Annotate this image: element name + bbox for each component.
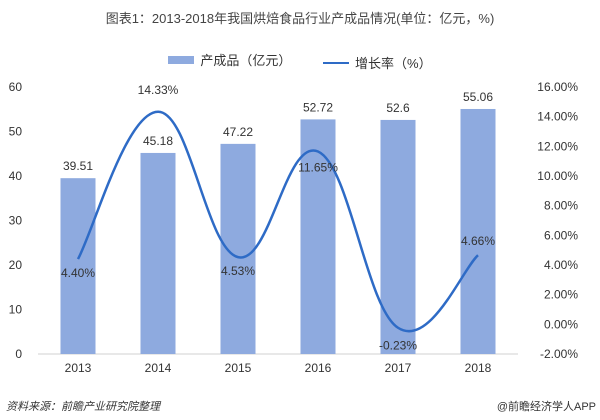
left-tick-label: 20 xyxy=(9,258,23,272)
bar xyxy=(140,152,176,354)
growth-line xyxy=(76,110,479,333)
bar-value-label: 39.51 xyxy=(63,159,93,173)
bar-value-label: 55.06 xyxy=(463,90,493,104)
right-tick-label: 6.00% xyxy=(544,228,578,242)
credit-note: @前瞻经济学人APP xyxy=(496,401,596,413)
legend-swatch-line xyxy=(323,61,350,64)
bar xyxy=(380,119,416,355)
bar xyxy=(460,108,496,354)
right-tick-label: 12.00% xyxy=(537,139,578,153)
line-value-label: 4.53% xyxy=(221,264,255,278)
right-tick-label: 16.00% xyxy=(537,80,578,94)
right-tick-label: 10.00% xyxy=(537,169,578,183)
bar-value-label: 52.72 xyxy=(303,100,333,114)
legend-swatch-bar xyxy=(168,55,195,64)
legend-item-bar: 产成品（亿元） xyxy=(168,50,291,69)
bar xyxy=(300,119,336,355)
x-tick-label: 2017 xyxy=(385,361,412,375)
legend-item-line: 增长率（%） xyxy=(323,53,432,72)
bar xyxy=(60,178,96,354)
chart-title: 图表1：2013-2018年我国烘焙食品行业产成品情况(单位：亿元，%) xyxy=(105,11,495,26)
line-value-label: 14.33% xyxy=(138,83,179,97)
left-tick-label: 0 xyxy=(15,347,22,361)
bar-value-label: 52.6 xyxy=(386,101,410,115)
legend: 产成品（亿元） 增长率（%） xyxy=(0,50,600,72)
right-tick-label: 4.00% xyxy=(544,258,578,272)
right-tick-label: 14.00% xyxy=(537,110,578,124)
line-value-label: 11.65% xyxy=(298,161,338,175)
bar-value-label: 45.18 xyxy=(143,134,173,148)
right-tick-label: 8.00% xyxy=(544,199,578,213)
x-tick-label: 2014 xyxy=(145,361,172,375)
line-value-label: 4.40% xyxy=(61,266,95,280)
x-tick-label: 2015 xyxy=(225,361,252,375)
line-value-label: -0.23% xyxy=(379,339,417,353)
x-tick-label: 2016 xyxy=(305,361,332,375)
x-tick-label: 2013 xyxy=(65,361,92,375)
left-tick-label: 10 xyxy=(9,303,23,317)
bar-value-label: 47.22 xyxy=(223,125,253,139)
right-tick-label: 0.00% xyxy=(544,317,578,331)
source-note: 资料来源：前瞻产业研究院整理 xyxy=(6,401,160,413)
left-tick-label: 30 xyxy=(9,214,23,228)
x-tick-label: 2018 xyxy=(465,361,492,375)
line-value-label: 4.66% xyxy=(461,234,495,248)
left-tick-label: 40 xyxy=(9,169,23,183)
legend-label-line: 增长率（%） xyxy=(355,56,432,71)
right-tick-label: 2.00% xyxy=(544,288,578,302)
legend-label-bar: 产成品（亿元） xyxy=(200,53,292,68)
left-tick-label: 50 xyxy=(9,125,23,139)
right-tick-label: -2.00% xyxy=(540,347,578,361)
left-tick-label: 60 xyxy=(9,80,23,94)
